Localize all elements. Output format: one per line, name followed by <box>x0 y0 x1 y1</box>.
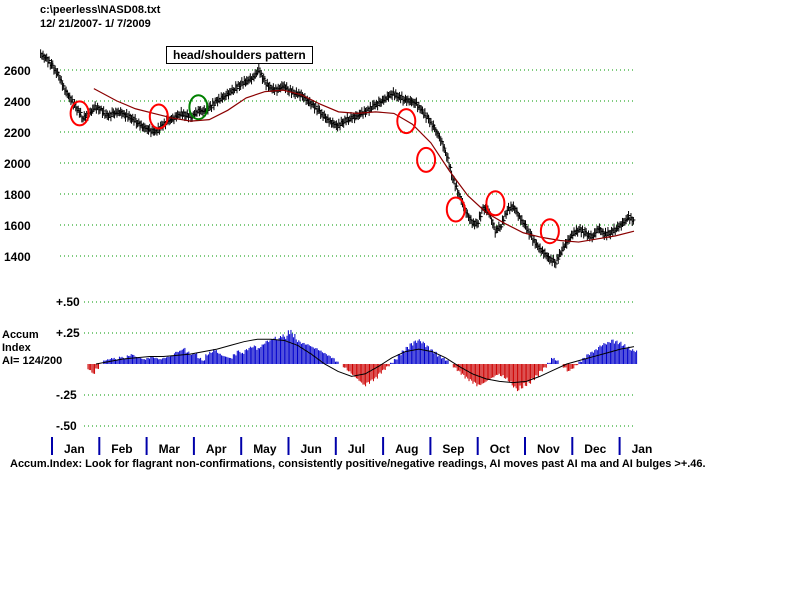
month-label: Dec <box>584 442 606 456</box>
highlight-circle <box>188 94 209 121</box>
price-ma-line <box>93 88 635 243</box>
month-label: Jan <box>632 442 653 456</box>
price-y-tick: 1400 <box>4 250 31 264</box>
price-y-tick: 2000 <box>4 157 31 171</box>
price-gridlines <box>60 69 636 257</box>
price-y-tick-labels: 2600 2400 2200 2000 1800 1600 1400 <box>4 64 31 264</box>
price-ohlc-bars <box>40 49 636 269</box>
month-label: Jan <box>64 442 85 456</box>
indicator-y-tick-labels: +.50 +.25 -.25 -.50 <box>56 295 80 433</box>
highlight-circle <box>539 218 560 245</box>
month-label: Jul <box>348 442 365 456</box>
month-label: Mar <box>159 442 181 456</box>
highlight-circle <box>416 146 437 173</box>
accum-index-bars <box>87 329 638 392</box>
footer-note: Accum.Index: Look for flagrant non-confi… <box>10 458 706 470</box>
month-label: Jun <box>301 442 322 456</box>
indicator-y-tick: -.50 <box>56 419 77 433</box>
highlight-circle <box>396 108 417 135</box>
pattern-annotation: head/shoulders pattern <box>166 46 313 64</box>
accum-index-label: Accum Index AI= 124/200 <box>2 329 62 368</box>
accum-label-line: Accum <box>2 329 39 341</box>
price-moving-average <box>93 88 635 243</box>
indicator-gridlines <box>84 301 636 427</box>
indicator-y-tick: -.25 <box>56 388 77 402</box>
price-y-tick: 1600 <box>4 219 31 233</box>
month-label: Apr <box>206 442 227 456</box>
accum-ma-line <box>95 338 635 384</box>
price-y-tick: 2400 <box>4 95 31 109</box>
highlight-circle <box>69 100 90 127</box>
accum-label-line: AI= 124/200 <box>2 355 63 367</box>
date-range: 12/ 21/2007- 1/ 7/2009 <box>40 18 151 30</box>
price-y-tick: 1800 <box>4 188 31 202</box>
month-label: Feb <box>111 442 132 456</box>
month-label: Nov <box>537 442 560 456</box>
month-label: Oct <box>490 442 510 456</box>
highlight-circle <box>148 103 169 130</box>
indicator-y-tick: +.25 <box>56 326 80 340</box>
price-y-tick: 2600 <box>4 64 31 78</box>
accum-index-moving-average <box>95 338 635 384</box>
highlight-circle <box>485 190 506 217</box>
price-y-tick: 2200 <box>4 126 31 140</box>
highlight-circle <box>445 196 466 223</box>
highlight-circles <box>69 94 560 245</box>
accum-label-line: Index <box>2 342 31 354</box>
file-path: c:\peerless\NASD08.txt <box>40 4 161 16</box>
month-label: Aug <box>395 442 418 456</box>
month-label: Sep <box>442 442 464 456</box>
month-axis: Jan Feb Mar Apr May Jun Jul Aug Sep Oct Nov Dec Jan <box>51 437 653 456</box>
month-label: May <box>253 442 277 456</box>
indicator-y-tick: +.50 <box>56 295 80 309</box>
